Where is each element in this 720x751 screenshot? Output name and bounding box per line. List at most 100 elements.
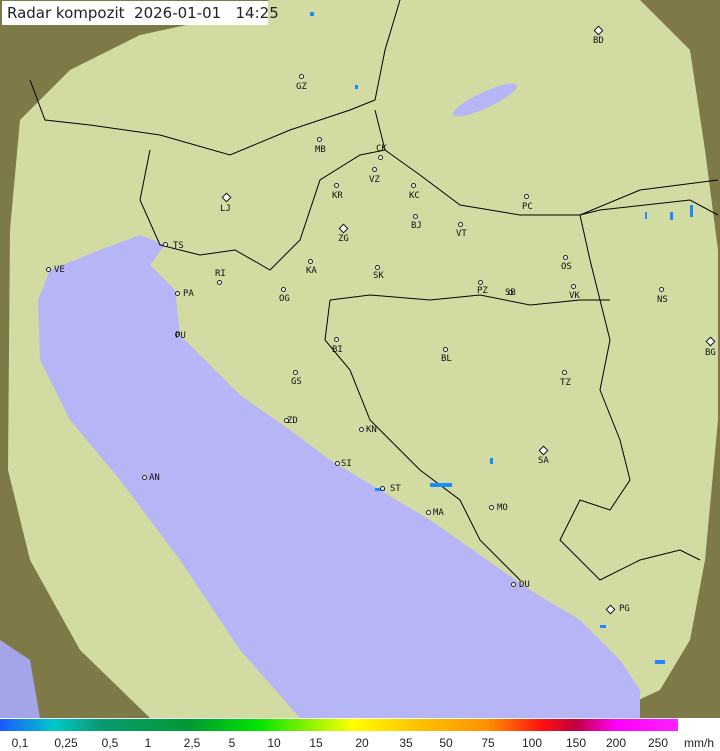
legend-tick-label: 50 <box>439 736 453 750</box>
city-marker-icon <box>426 510 431 515</box>
city-label: BL <box>441 354 452 364</box>
city-marker-icon <box>175 291 180 296</box>
city-label: SA <box>538 456 549 466</box>
legend-unit: mm/h <box>684 736 714 750</box>
city-marker-icon <box>508 290 513 295</box>
city-marker-icon <box>334 337 339 342</box>
city-marker-icon <box>299 74 304 79</box>
city-label: VZ <box>369 175 380 185</box>
city-marker-icon <box>571 284 576 289</box>
city-label: BD <box>593 36 604 46</box>
legend-tick-label: 5 <box>228 736 236 750</box>
city-marker-icon <box>411 183 416 188</box>
legend-tick-label: 0,1 <box>11 736 29 750</box>
city-marker-icon <box>163 242 168 247</box>
city-label: KR <box>332 191 343 201</box>
city-label: TZ <box>560 378 571 388</box>
city-marker-icon <box>335 461 340 466</box>
city-label: CK <box>376 144 387 154</box>
city-marker-icon <box>293 370 298 375</box>
city-marker-icon <box>281 287 286 292</box>
city-label: VT <box>456 229 467 239</box>
city-label: MA <box>433 508 444 518</box>
city-label: VK <box>569 291 580 301</box>
city-marker-icon <box>511 582 516 587</box>
city-marker-icon <box>359 427 364 432</box>
city-label: PA <box>183 289 194 299</box>
city-marker-icon <box>443 347 448 352</box>
city-label: GS <box>291 377 302 387</box>
lake-balaton <box>453 83 517 117</box>
map-title: Radar kompozit 2026-01-01 14:25 <box>2 1 279 25</box>
city-marker-icon <box>659 287 664 292</box>
city-label: PC <box>522 202 533 212</box>
city-label: RI <box>215 269 226 279</box>
city-label: MO <box>497 503 508 513</box>
city-label: DU <box>519 580 530 590</box>
radar-map[interactable] <box>0 0 720 718</box>
city-label: ZG <box>338 234 349 244</box>
city-marker-icon <box>478 280 483 285</box>
city-label: VE <box>54 265 65 275</box>
legend-tick-label: 15 <box>309 736 323 750</box>
city-label: MB <box>315 145 326 155</box>
city-marker-icon <box>334 183 339 188</box>
city-label: LJ <box>220 204 231 214</box>
city-marker-icon <box>284 418 289 423</box>
city-marker-icon <box>317 137 322 142</box>
city-marker-icon <box>562 370 567 375</box>
city-marker-icon <box>175 332 180 337</box>
city-marker-icon <box>524 194 529 199</box>
sea-corner <box>0 640 40 718</box>
city-label: GZ <box>296 82 307 92</box>
city-label: BG <box>705 348 716 358</box>
city-marker-icon <box>375 265 380 270</box>
city-marker-icon <box>142 475 147 480</box>
legend-tick-label: 35 <box>399 736 413 750</box>
legend-tick-label: 10 <box>267 736 281 750</box>
city-label: TS <box>173 241 184 251</box>
city-marker-icon <box>308 259 313 264</box>
city-label: KC <box>409 191 420 201</box>
city-label: ZD <box>287 416 298 426</box>
city-marker-icon <box>378 155 383 160</box>
legend-tick-label: 0,25 <box>54 736 78 750</box>
city-label: PG <box>619 604 630 614</box>
city-label: NS <box>657 295 668 305</box>
precipitation-color-scale <box>0 719 678 731</box>
legend-tick-label: 20 <box>355 736 369 750</box>
city-label: OG <box>279 294 290 304</box>
city-label: BJ <box>411 221 422 231</box>
city-marker-icon <box>46 267 51 272</box>
legend-ticks: 0,1 0,25 0,5 1 2,5 5 10 15 20 35 50 75 100 150 200 250 m… <box>0 736 720 751</box>
city-marker-icon <box>458 222 463 227</box>
city-label: SI <box>341 459 352 469</box>
legend-tick-label: 200 <box>605 736 627 750</box>
legend-tick-label: 75 <box>481 736 495 750</box>
city-label: BI <box>332 345 343 355</box>
city-label: KN <box>366 425 377 435</box>
city-marker-icon <box>380 486 385 491</box>
city-marker-icon <box>563 255 568 260</box>
city-marker-icon <box>413 214 418 219</box>
legend-tick-label: 1 <box>144 736 152 750</box>
city-label: PZ <box>477 286 488 296</box>
city-label: KA <box>306 266 317 276</box>
legend-tick-label: 250 <box>647 736 669 750</box>
city-marker-icon <box>372 167 377 172</box>
adriatic-sea <box>38 235 640 718</box>
city-label: PU <box>175 331 186 341</box>
country-borders <box>29 0 719 581</box>
legend-tick-label: 2,5 <box>183 736 201 750</box>
legend-tick-label: 100 <box>521 736 543 750</box>
city-label: AN <box>149 473 160 483</box>
city-marker-icon <box>489 505 494 510</box>
city-label: SB <box>505 288 516 298</box>
legend-tick-label: 150 <box>565 736 587 750</box>
city-marker-icon <box>217 280 222 285</box>
city-label: OS <box>561 262 572 272</box>
city-label: ST <box>390 484 401 494</box>
city-label: SK <box>373 271 384 281</box>
legend-tick-label: 0,5 <box>101 736 119 750</box>
